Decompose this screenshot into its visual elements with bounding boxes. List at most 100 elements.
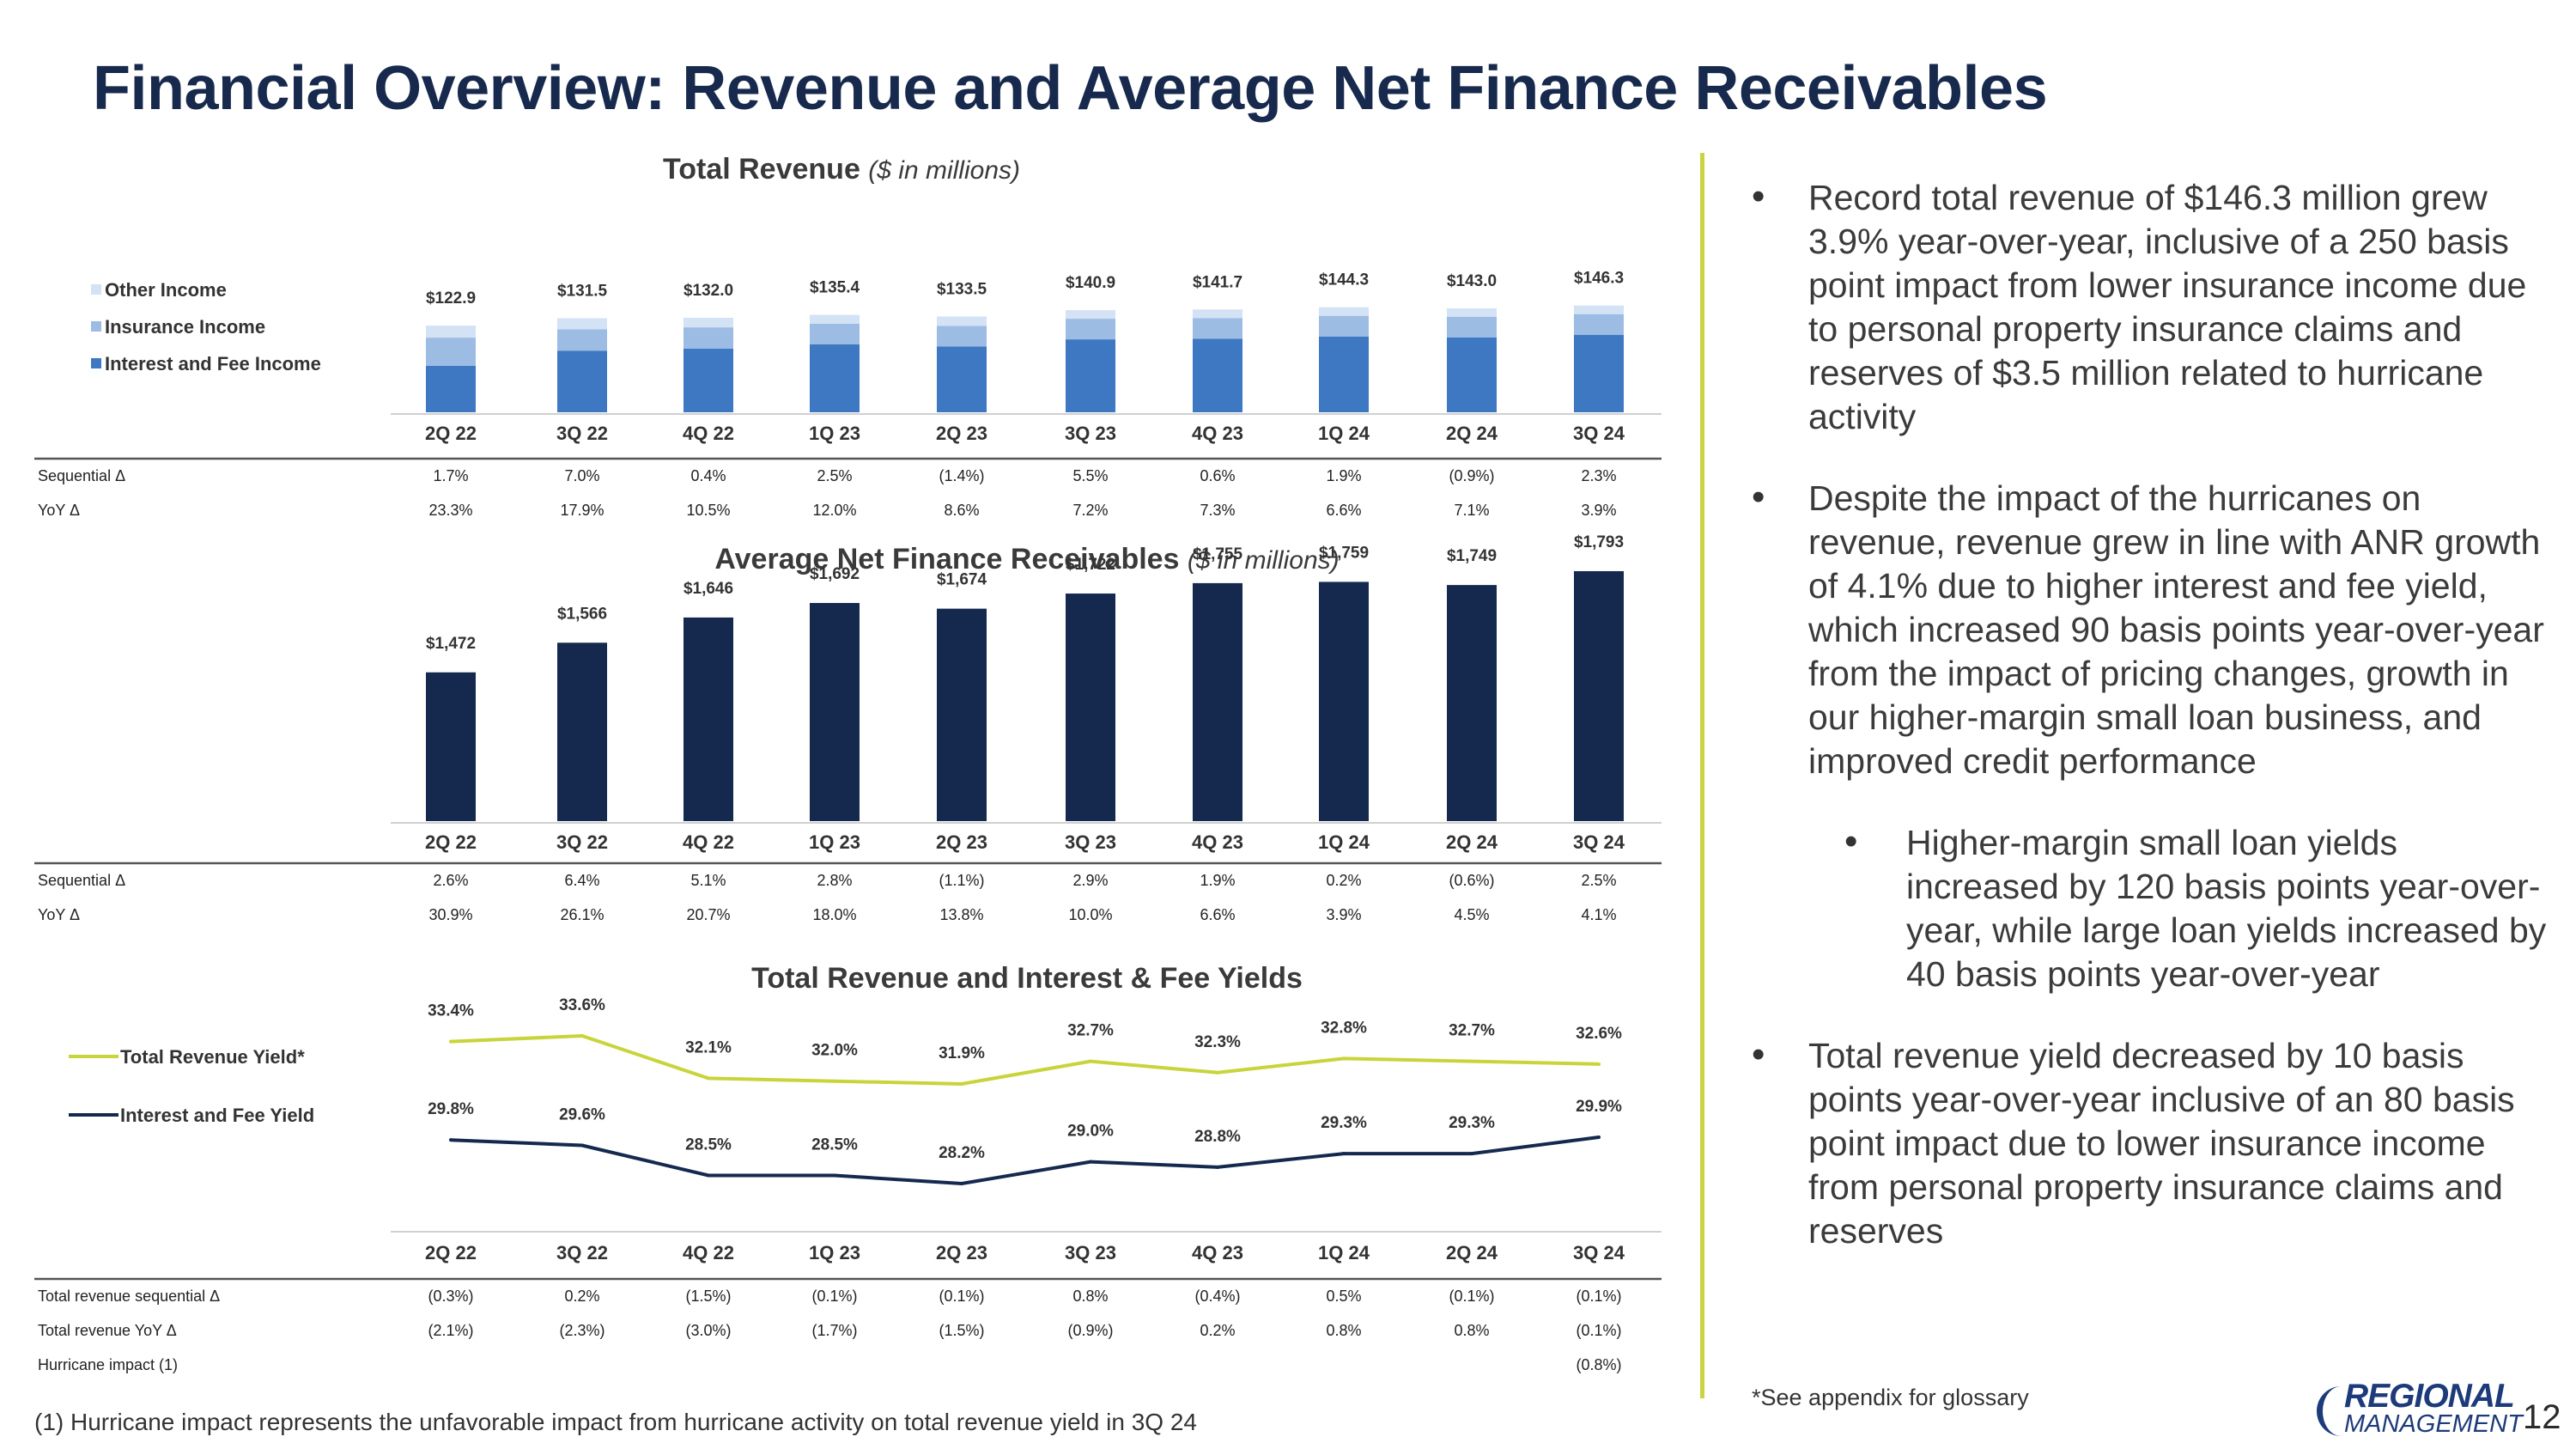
table-cell: 3.9% — [1326, 906, 1361, 923]
table-cell: (0.1%) — [811, 1288, 857, 1305]
table-cell: (0.8%) — [1576, 1356, 1621, 1373]
anr-value-label: $1,793 — [1574, 533, 1624, 551]
chart-title: Total Revenue and Interest & Fee Yields — [751, 962, 1303, 995]
interest-fee-yield-point — [1597, 1135, 1601, 1139]
chart-title-sub: ($ in millions) — [1188, 546, 1340, 575]
anr-tick-label: 4Q 22 — [683, 831, 734, 853]
anr-bar — [683, 617, 733, 821]
revenue-total-label: $144.3 — [1319, 271, 1369, 289]
revenue-total-label: $131.5 — [557, 283, 608, 301]
interest-fee-yield-data-label: 29.0% — [1067, 1123, 1114, 1141]
yield-tick-label: 4Q 23 — [1192, 1242, 1243, 1263]
legend-label: Insurance Income — [105, 316, 265, 338]
revenue-total-label: $143.0 — [1447, 272, 1497, 290]
table-cell: 4.5% — [1454, 906, 1489, 923]
anr-value-label: $1,692 — [810, 565, 860, 583]
interest-fee-yield-point — [1342, 1152, 1346, 1156]
interest-fee-yield-line — [450, 1135, 1600, 1186]
bullet-dot-icon: • — [1752, 175, 1765, 217]
revenue-bar-insurance — [810, 324, 860, 344]
revenue-tick-label: 4Q 22 — [683, 423, 734, 444]
table-cell: 0.4% — [690, 467, 726, 484]
total-revenue-yield-data-label: 32.0% — [811, 1042, 858, 1060]
table-cell: 7.1% — [1454, 502, 1489, 519]
revenue-bar-insurance — [426, 338, 476, 366]
anr-tick-label: 3Q 22 — [556, 831, 608, 853]
bullet-dot-icon: • — [1844, 820, 1858, 862]
interest-fee-yield-data-label: 29.8% — [428, 1100, 474, 1118]
anr-bar — [1193, 582, 1242, 821]
bullet-text: Record total revenue of $146.3 million g… — [1808, 178, 2527, 436]
anr-value-label: $1,472 — [426, 635, 476, 653]
revenue-tick-label: 4Q 23 — [1192, 423, 1243, 444]
legend-label: Other Income — [105, 279, 227, 301]
chart-title-main: Total Revenue — [663, 153, 868, 186]
total-revenue-yield-data-label: 32.3% — [1194, 1033, 1241, 1051]
table-cell: 1.9% — [1200, 872, 1235, 889]
anr-tick-label: 2Q 24 — [1446, 831, 1498, 853]
yield-tick-label: 1Q 24 — [1318, 1242, 1370, 1263]
table-cell: (1.7%) — [811, 1322, 857, 1339]
revenue-tick-label: 3Q 24 — [1573, 423, 1625, 444]
anr-tick-label: 2Q 22 — [425, 831, 477, 853]
interest-fee-yield-data-label: 29.3% — [1321, 1114, 1367, 1132]
bullet-item-3: • Higher-margin small loan yields increa… — [1752, 820, 2550, 996]
table-cell: 7.0% — [564, 467, 599, 484]
logo-line-2: MANAGEMENT — [2344, 1410, 2523, 1438]
yield-tick-label: 2Q 24 — [1446, 1242, 1498, 1263]
table-cell: 2.8% — [817, 872, 852, 889]
table-cell: (1.4%) — [939, 467, 984, 484]
revenue-tick-label: 1Q 23 — [809, 423, 860, 444]
anr-bar — [810, 603, 860, 821]
footnote: (1) Hurricane impact represents the unfa… — [34, 1409, 1197, 1435]
revenue-bar-interest — [1447, 338, 1497, 412]
interest-fee-yield-data-label: 29.9% — [1576, 1098, 1622, 1116]
interest-fee-yield-point — [449, 1138, 453, 1142]
total-revenue-yield-data-label: 31.9% — [939, 1044, 985, 1062]
table-cell: 0.2% — [564, 1288, 599, 1305]
legend-swatch — [91, 284, 101, 295]
legend-label: Interest and Fee Yield — [120, 1105, 314, 1126]
divider-line — [1700, 153, 1704, 1398]
total-revenue-yield-point — [1342, 1056, 1346, 1061]
anr-value-label: $1,566 — [557, 605, 607, 623]
anr-tick-label: 3Q 24 — [1573, 831, 1625, 853]
total-revenue-yield-data-label: 32.6% — [1576, 1025, 1622, 1043]
revenue-tick-label: 3Q 23 — [1065, 423, 1116, 444]
revenue-bar-insurance — [1574, 314, 1624, 335]
total-revenue-yield-data-label: 33.6% — [559, 996, 605, 1014]
interest-fee-yield-data-label: 28.5% — [811, 1135, 858, 1154]
table-cell: 2.5% — [1581, 872, 1616, 889]
revenue-bar-other — [683, 318, 733, 328]
revenue-tick-label: 2Q 23 — [936, 423, 987, 444]
interest-fee-yield-data-label: 28.2% — [939, 1144, 985, 1162]
table-cell: (1.5%) — [939, 1322, 984, 1339]
table-cell: 23.3% — [428, 502, 472, 519]
table-cell: (0.4%) — [1194, 1288, 1240, 1305]
total-revenue-yield-data-label: 32.7% — [1449, 1022, 1495, 1040]
revenue-total-label: $135.4 — [810, 279, 860, 297]
table-cell: (3.0%) — [685, 1322, 731, 1339]
interest-fee-yield-data-label: 28.8% — [1194, 1128, 1241, 1146]
revenue-tick-label: 2Q 24 — [1446, 423, 1498, 444]
revenue-tick-label: 1Q 24 — [1318, 423, 1370, 444]
revenue-bar-other — [1193, 309, 1242, 319]
total-revenue-yield-point — [1216, 1070, 1219, 1075]
table-cell: 10.5% — [686, 502, 730, 519]
page-title: Financial Overview: Revenue and Average … — [93, 54, 2048, 123]
logo-line-1: REGIONAL — [2344, 1378, 2515, 1415]
legend-label: Total Revenue Yield* — [120, 1046, 305, 1068]
anr-bar — [1066, 594, 1115, 821]
table-cell: 1.7% — [433, 467, 468, 484]
bullet-text: Despite the impact of the hurricanes on … — [1808, 478, 2544, 781]
revenue-bar-other — [1319, 307, 1369, 316]
total-revenue-yield-point — [449, 1039, 453, 1044]
interest-fee-yield-point — [960, 1182, 963, 1185]
total-revenue-yield-point — [707, 1076, 710, 1081]
table-cell: 13.8% — [939, 906, 983, 923]
revenue-bar-other — [1447, 308, 1497, 317]
revenue-bar-interest — [1066, 339, 1115, 412]
total-revenue-yield-data-label: 32.7% — [1067, 1022, 1114, 1040]
table-cell: 26.1% — [560, 906, 604, 923]
bullet-item-4: • Total revenue yield decreased by 10 ba… — [1752, 1033, 2550, 1253]
